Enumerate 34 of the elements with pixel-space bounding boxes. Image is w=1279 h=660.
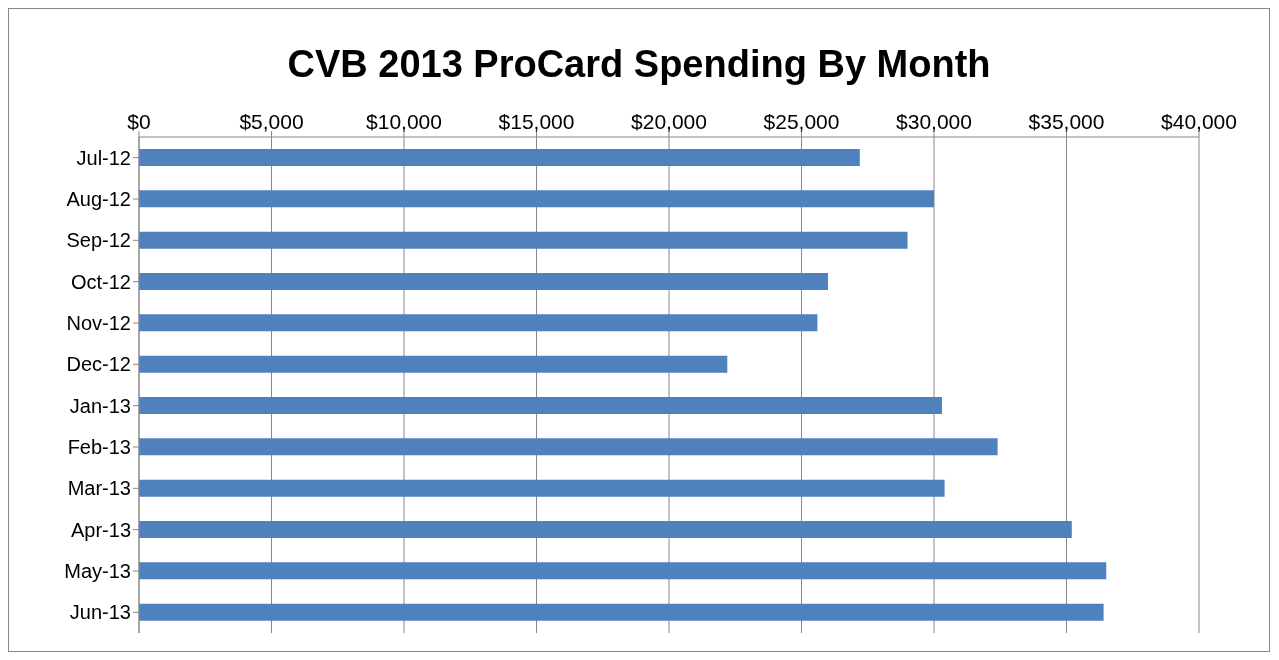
x-tick-label: $20,000 — [631, 110, 707, 133]
y-tick-label: Apr-13 — [70, 518, 131, 541]
y-tick-label: Jun-13 — [69, 601, 131, 624]
x-tick-label: $0 — [127, 110, 151, 133]
x-tick-label: $35,000 — [1028, 110, 1105, 133]
x-tick-label: $10,000 — [366, 110, 442, 133]
x-tick-label: $25,000 — [763, 110, 840, 133]
y-tick-label: Jul-12 — [76, 146, 131, 169]
bar — [139, 438, 998, 456]
bar — [139, 603, 1104, 621]
y-tick-label: Nov-12 — [66, 312, 131, 335]
x-tick-label: $40,000 — [1161, 110, 1237, 133]
y-tick-label: Mar-13 — [67, 477, 131, 500]
y-tick-label: Feb-13 — [67, 436, 131, 459]
bar — [139, 479, 945, 497]
bar — [139, 314, 818, 332]
y-tick-label: May-13 — [64, 560, 131, 583]
chart-title: CVB 2013 ProCard Spending By Month — [286, 43, 992, 87]
bar — [139, 397, 942, 414]
x-tick-label: $5,000 — [239, 110, 304, 133]
y-tick-label: Dec-12 — [66, 353, 131, 376]
bar — [139, 355, 728, 373]
y-tick-label: Jan-13 — [69, 394, 131, 417]
x-tick-label: $15,000 — [498, 110, 575, 133]
bar — [139, 521, 1072, 538]
y-tick-label: Aug-12 — [66, 188, 131, 211]
bar — [139, 273, 828, 290]
bar — [139, 562, 1107, 580]
bar — [139, 190, 934, 208]
bar — [139, 231, 908, 249]
x-tick-label: $30,000 — [896, 110, 972, 133]
y-tick-label: Oct-12 — [70, 270, 131, 293]
bar — [139, 149, 860, 166]
y-tick-label: Sep-12 — [66, 229, 131, 252]
